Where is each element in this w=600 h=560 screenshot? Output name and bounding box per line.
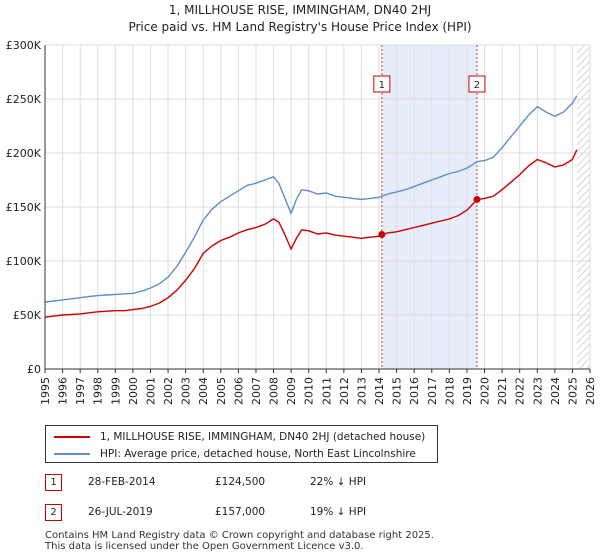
x-tick-label: 1998 [92, 377, 105, 405]
x-tick-label: 2006 [232, 377, 245, 405]
y-tick-label: £250K [6, 93, 42, 106]
x-tick-label: 2017 [426, 377, 439, 405]
sale-marker-box [373, 75, 391, 93]
series-line [44, 95, 578, 303]
x-tick-label: 2001 [144, 377, 157, 405]
legend-item-hpi: HPI: Average price, detached house, Nort… [54, 445, 416, 463]
x-tick-label: 2004 [197, 377, 210, 405]
x-tick-label: 2024 [549, 377, 562, 405]
x-tick-label: 2022 [514, 377, 527, 405]
y-tick-label: £200K [6, 147, 42, 160]
x-tick-label: 2010 [303, 377, 316, 405]
legend-label-price-paid: 1, MILLHOUSE RISE, IMMINGHAM, DN40 2HJ (… [100, 431, 426, 443]
sale-number-badge: 2 [45, 504, 62, 521]
x-tick-label: 2020 [479, 377, 492, 405]
chart-title: 1, MILLHOUSE RISE, IMMINGHAM, DN40 2HJ [169, 3, 431, 17]
sale-number-badge: 1 [45, 474, 62, 491]
x-tick-label: 2009 [285, 377, 298, 405]
x-tick-label: 2026 [584, 377, 597, 405]
x-tick-label: 1997 [74, 377, 87, 405]
sale-marker-label: 1 [379, 80, 385, 91]
y-tick-label: £0 [27, 363, 41, 376]
x-tick-label: 2015 [391, 377, 404, 405]
x-tick-label: 2011 [320, 377, 333, 405]
sale-hpi-diff: 19% ↓ HPI [310, 506, 367, 518]
x-tick-label: 2013 [355, 377, 368, 405]
x-tick-label: 2008 [268, 377, 281, 405]
sale-point [473, 195, 481, 203]
x-tick-label: 2012 [338, 377, 351, 405]
x-tick-label: 2023 [531, 377, 544, 405]
sale-price: £124,500 [215, 476, 266, 488]
x-tick-label: 2025 [566, 377, 579, 405]
sale-row: 1 28-FEB-2014 £124,500 22% ↓ HPI [45, 474, 465, 494]
y-tick-label: £300K [6, 39, 42, 52]
x-tick-label: 2002 [162, 377, 175, 405]
legend-swatch-blue [54, 453, 90, 455]
y-tick-label: £150K [6, 201, 42, 214]
sale-hpi-diff: 22% ↓ HPI [310, 476, 367, 488]
y-tick-label: £50K [13, 309, 42, 322]
legend-item-price-paid: 1, MILLHOUSE RISE, IMMINGHAM, DN40 2HJ (… [54, 428, 425, 446]
legend-swatch-red [54, 436, 90, 438]
x-tick-label: 1995 [39, 377, 52, 405]
sale-row: 2 26-JUL-2019 £157,000 19% ↓ HPI [45, 504, 465, 524]
y-tick-label: £100K [6, 255, 42, 268]
x-tick-label: 2021 [496, 377, 509, 405]
price-chart: 1, MILLHOUSE RISE, IMMINGHAM, DN40 2HJ P… [6, 3, 597, 405]
legend: 1, MILLHOUSE RISE, IMMINGHAM, DN40 2HJ (… [45, 425, 438, 463]
x-tick-label: 2007 [250, 377, 263, 405]
series-line [44, 149, 578, 318]
x-tick-label: 2018 [443, 377, 456, 405]
x-tick-label: 2005 [215, 377, 228, 405]
x-tick-label: 2019 [461, 377, 474, 405]
x-tick-label: 2000 [127, 377, 140, 405]
x-tick-label: 1999 [109, 377, 122, 405]
sale-point [378, 231, 386, 239]
sale-marker-label: 2 [474, 80, 480, 91]
x-tick-label: 2014 [373, 377, 386, 405]
x-tick-label: 1996 [57, 377, 70, 405]
x-tick-label: 2003 [180, 377, 193, 405]
footer-line-1: Contains HM Land Registry data © Crown c… [45, 530, 434, 541]
footer-attribution: Contains HM Land Registry data © Crown c… [45, 530, 434, 552]
chart-subtitle: Price paid vs. HM Land Registry's House … [128, 20, 471, 34]
sale-marker-box [468, 75, 486, 93]
sale-date: 26-JUL-2019 [88, 506, 153, 518]
sale-price: £157,000 [215, 506, 266, 518]
sale-date: 28-FEB-2014 [88, 476, 156, 488]
legend-label-hpi: HPI: Average price, detached house, Nort… [100, 448, 416, 460]
x-tick-label: 2016 [408, 377, 421, 405]
footer-line-2: This data is licensed under the Open Gov… [45, 541, 364, 552]
